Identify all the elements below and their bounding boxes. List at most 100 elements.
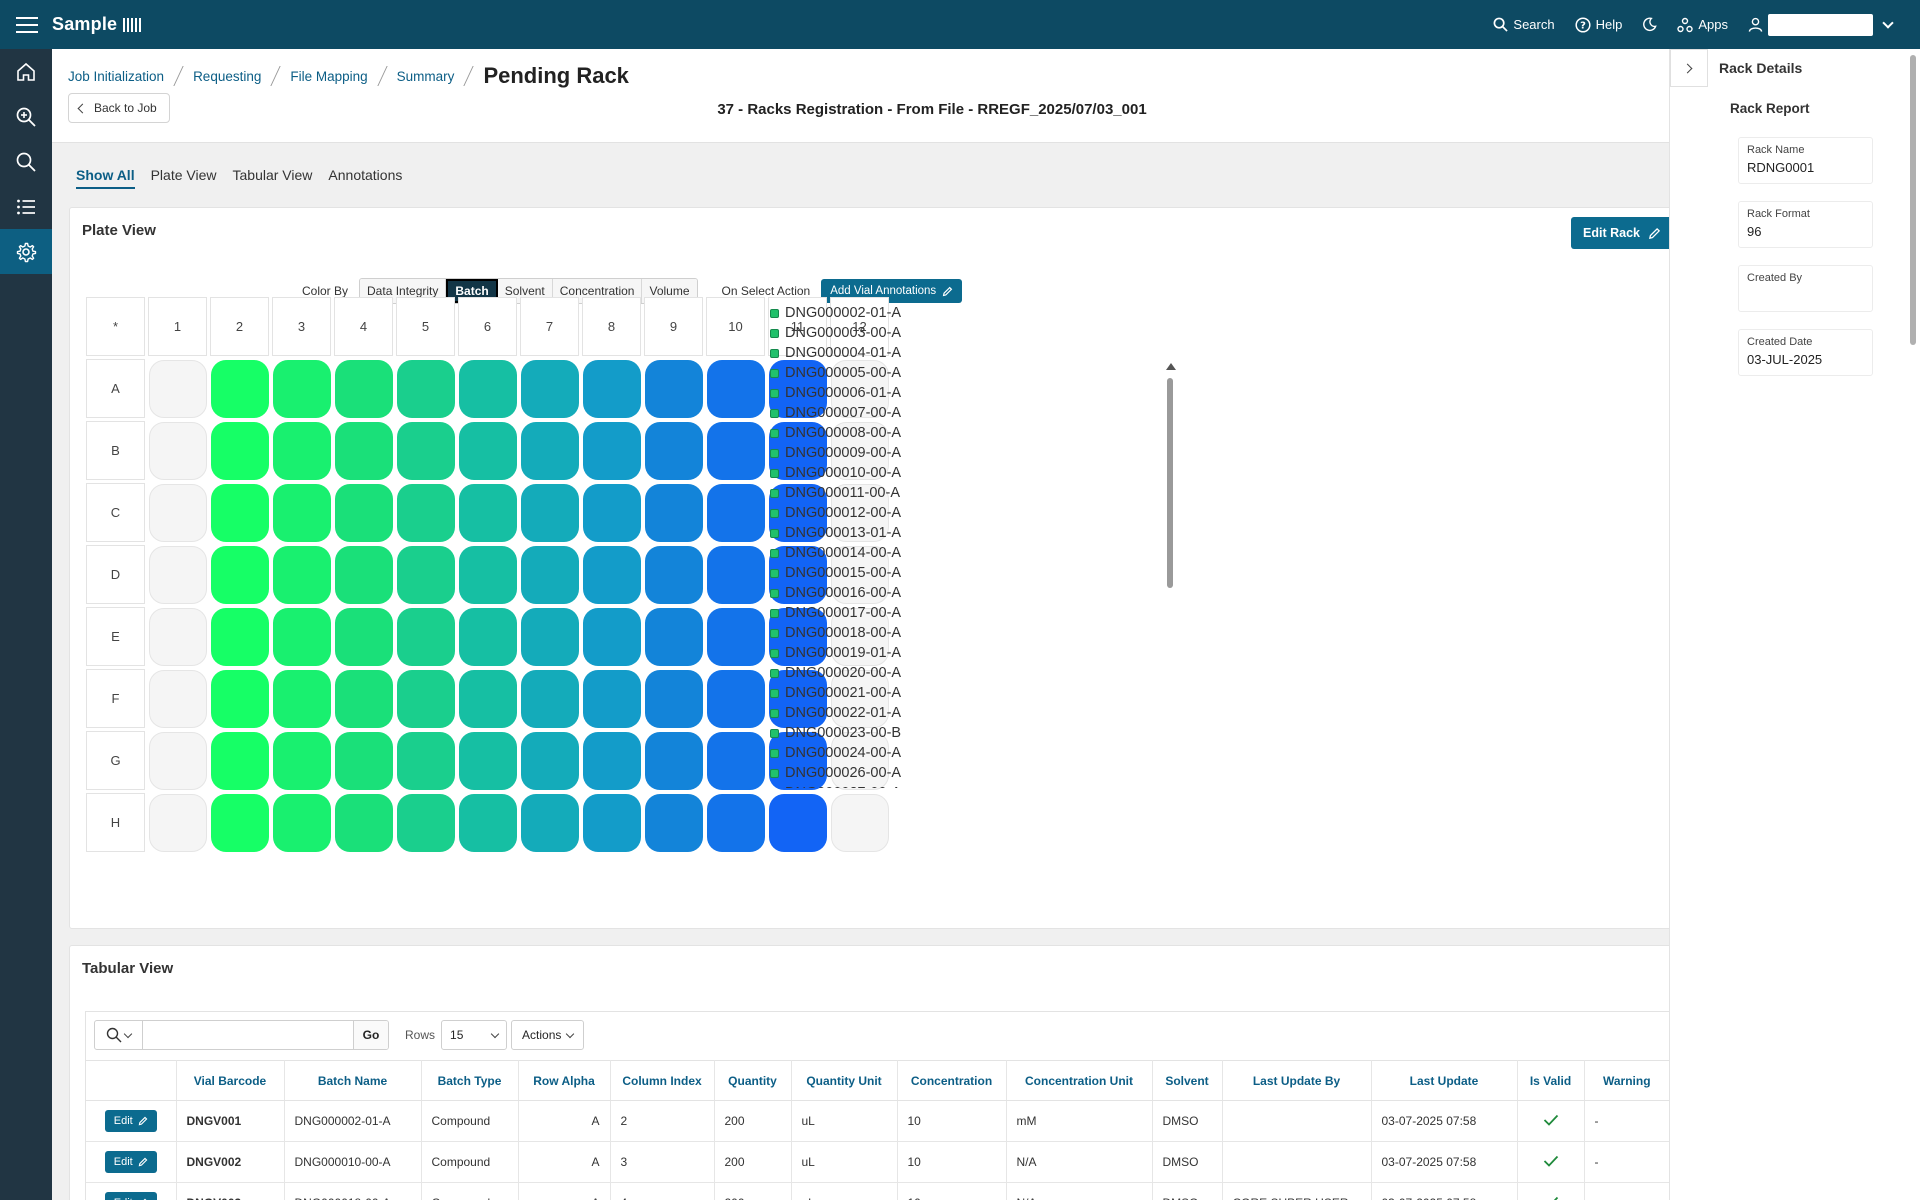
edit-row-button[interactable]: Edit: [104, 1192, 157, 1200]
plate-well-c6[interactable]: [459, 484, 517, 542]
breadcrumb-summary[interactable]: Summary: [396, 68, 455, 84]
search-column-selector[interactable]: [95, 1021, 143, 1049]
plate-well-f4[interactable]: [335, 670, 393, 728]
plate-well-h12[interactable]: [831, 794, 889, 852]
legend-item[interactable]: DNG000026-00-A: [770, 763, 970, 783]
plate-well-a8[interactable]: [583, 360, 641, 418]
plate-well-d10[interactable]: [707, 546, 765, 604]
column-header-last-update-by[interactable]: Last Update By: [1222, 1060, 1372, 1101]
plate-well-e3[interactable]: [273, 608, 331, 666]
nav-home[interactable]: [0, 49, 52, 94]
legend-item[interactable]: DNG000024-00-A: [770, 743, 970, 763]
plate-well-g8[interactable]: [583, 732, 641, 790]
column-header-solvent[interactable]: Solvent: [1152, 1060, 1223, 1101]
plate-well-a7[interactable]: [521, 360, 579, 418]
legend-item[interactable]: DNG000022-01-A: [770, 703, 970, 723]
plate-well-c7[interactable]: [521, 484, 579, 542]
breadcrumb-file-mapping[interactable]: File Mapping: [290, 68, 368, 84]
plate-well-b8[interactable]: [583, 422, 641, 480]
legend-item[interactable]: DNG000004-01-A: [770, 343, 970, 363]
plate-well-a10[interactable]: [707, 360, 765, 418]
plate-well-a1[interactable]: [149, 360, 207, 418]
plate-well-e5[interactable]: [397, 608, 455, 666]
column-header-is-valid[interactable]: Is Valid: [1517, 1060, 1585, 1101]
plate-well-d1[interactable]: [149, 546, 207, 604]
legend-item[interactable]: DNG000016-00-A: [770, 583, 970, 603]
plate-well-b4[interactable]: [335, 422, 393, 480]
plate-well-b6[interactable]: [459, 422, 517, 480]
plate-well-h1[interactable]: [149, 794, 207, 852]
plate-well-h3[interactable]: [273, 794, 331, 852]
scrollbar-thumb[interactable]: [1167, 378, 1173, 588]
edit-row-button[interactable]: Edit: [104, 1151, 157, 1173]
plate-well-h6[interactable]: [459, 794, 517, 852]
plate-well-e9[interactable]: [645, 608, 703, 666]
plate-well-e6[interactable]: [459, 608, 517, 666]
menu-icon[interactable]: [16, 16, 38, 33]
legend-item[interactable]: DNG000010-00-A: [770, 463, 970, 483]
actions-menu-button[interactable]: Actions: [511, 1020, 585, 1050]
plate-well-b1[interactable]: [149, 422, 207, 480]
user-menu[interactable]: [1748, 13, 1894, 36]
plate-well-c8[interactable]: [583, 484, 641, 542]
tab-tabular-view[interactable]: Tabular View: [232, 167, 313, 183]
column-header-concentration[interactable]: Concentration: [897, 1060, 1007, 1101]
plate-well-d7[interactable]: [521, 546, 579, 604]
plate-well-c12[interactable]: [831, 484, 889, 542]
plate-well-d2[interactable]: [211, 546, 269, 604]
plate-well-b7[interactable]: [521, 422, 579, 480]
plate-well-a2[interactable]: [211, 360, 269, 418]
edit-row-button[interactable]: Edit: [104, 1110, 157, 1132]
plate-well-a6[interactable]: [459, 360, 517, 418]
column-header-vial-barcode[interactable]: Vial Barcode: [176, 1060, 285, 1101]
column-header-row-alpha[interactable]: Row Alpha: [518, 1060, 611, 1101]
plate-well-f1[interactable]: [149, 670, 207, 728]
legend-item[interactable]: DNG000019-01-A: [770, 643, 970, 663]
apps-button[interactable]: Apps: [1677, 17, 1728, 33]
legend-item[interactable]: DNG000008-00-A: [770, 423, 970, 443]
plate-well-b3[interactable]: [273, 422, 331, 480]
plate-well-c3[interactable]: [273, 484, 331, 542]
collapse-panel-button[interactable]: [1670, 49, 1708, 87]
legend-item[interactable]: DNG000006-01-A: [770, 383, 970, 403]
plate-well-a5[interactable]: [397, 360, 455, 418]
plate-well-h8[interactable]: [583, 794, 641, 852]
column-header-column-index[interactable]: Column Index: [610, 1060, 715, 1101]
edit-rack-button[interactable]: Edit Rack: [1571, 217, 1673, 249]
legend-item[interactable]: DNG000011-00-A: [770, 483, 970, 503]
plate-well-d3[interactable]: [273, 546, 331, 604]
plate-well-e12[interactable]: [831, 608, 889, 666]
nav-explore[interactable]: [0, 94, 52, 139]
plate-well-g3[interactable]: [273, 732, 331, 790]
plate-well-c1[interactable]: [149, 484, 207, 542]
column-header-quantity[interactable]: Quantity: [714, 1060, 792, 1101]
legend-item[interactable]: DNG000005-00-A: [770, 363, 970, 383]
nav-settings[interactable]: [0, 229, 52, 274]
plate-well-f10[interactable]: [707, 670, 765, 728]
plate-well-g10[interactable]: [707, 732, 765, 790]
plate-well-d4[interactable]: [335, 546, 393, 604]
dark-mode-toggle[interactable]: [1642, 17, 1658, 32]
plate-well-h5[interactable]: [397, 794, 455, 852]
plate-well-h7[interactable]: [521, 794, 579, 852]
plate-well-a4[interactable]: [335, 360, 393, 418]
legend-item[interactable]: DNG000017-00-A: [770, 603, 970, 623]
legend-item[interactable]: DNG000015-00-A: [770, 563, 970, 583]
plate-well-b2[interactable]: [211, 422, 269, 480]
plate-well-d8[interactable]: [583, 546, 641, 604]
plate-well-d6[interactable]: [459, 546, 517, 604]
plate-well-g5[interactable]: [397, 732, 455, 790]
plate-well-g1[interactable]: [149, 732, 207, 790]
plate-well-g12[interactable]: [831, 732, 889, 790]
legend-item[interactable]: DNG000020-00-A: [770, 663, 970, 683]
plate-well-f9[interactable]: [645, 670, 703, 728]
plate-well-g9[interactable]: [645, 732, 703, 790]
plate-well-g6[interactable]: [459, 732, 517, 790]
legend-item[interactable]: DNG000023-00-B: [770, 723, 970, 743]
plate-well-e8[interactable]: [583, 608, 641, 666]
plate-well-f11[interactable]: [769, 670, 827, 728]
plate-well-f3[interactable]: [273, 670, 331, 728]
tab-plate-view[interactable]: Plate View: [150, 167, 217, 183]
legend-item[interactable]: DNG000021-00-A: [770, 683, 970, 703]
plate-well-c10[interactable]: [707, 484, 765, 542]
